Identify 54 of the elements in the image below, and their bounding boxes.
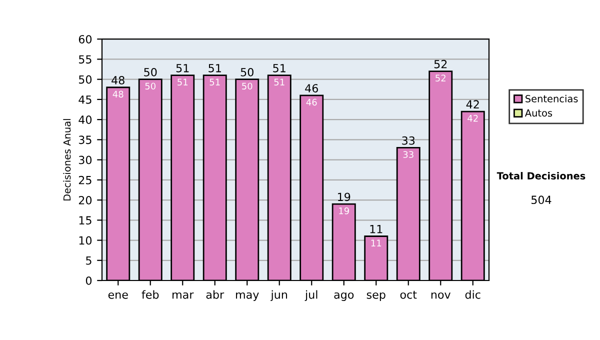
x-tick-label: mar — [172, 292, 194, 299]
data-label: 51 — [274, 78, 284, 86]
y-tick-label: 5 — [86, 256, 92, 265]
x-tick-label: ene — [108, 292, 128, 299]
data-label: 52 — [436, 74, 446, 82]
total-label: 48 — [112, 76, 124, 84]
x-tick-label: jun — [270, 290, 288, 301]
legend-label: Sentencias — [526, 94, 578, 102]
y-tick-label: 50 — [78, 75, 92, 84]
total-label: 51 — [176, 64, 189, 72]
y-tick-label: 0 — [86, 276, 92, 285]
data-label: 50 — [242, 82, 252, 90]
total-label: 52 — [434, 60, 447, 68]
total-label: 33 — [402, 136, 415, 145]
y-tick-label: 55 — [78, 55, 92, 64]
y-tick-label: 45 — [78, 96, 92, 104]
data-label: 50 — [145, 82, 156, 90]
total-label: 19 — [338, 192, 350, 202]
legend-label: Autos — [524, 109, 552, 117]
x-tick-label: abr — [206, 290, 224, 299]
y-tick-label: 30 — [78, 156, 92, 164]
text: Total Decisiones — [496, 172, 586, 180]
y-tick-label: 20 — [78, 196, 92, 204]
total-label: 50 — [240, 68, 254, 76]
x-tick-label: sep — [366, 292, 386, 301]
total-label: 51 — [208, 64, 221, 72]
total-label: 51 — [273, 64, 286, 72]
x-tick-label: nov — [431, 292, 450, 299]
y-tick-label: 10 — [79, 236, 92, 245]
total-label: 11 — [370, 225, 382, 234]
x-tick-label: ago — [334, 292, 354, 301]
total-label: 42 — [466, 100, 479, 108]
x-tick-label: jul — [304, 290, 318, 301]
y-tick-label: 40 — [78, 116, 92, 124]
data-label: 42 — [468, 114, 478, 122]
y-axis-title: Decisiones Anual — [63, 119, 71, 200]
data-label: 51 — [178, 78, 188, 86]
y-tick-label: 60 — [78, 35, 92, 44]
data-label: 51 — [210, 78, 220, 86]
data-label: 11 — [371, 240, 382, 246]
x-tick-label: may — [236, 292, 259, 301]
data-label: 48 — [112, 90, 124, 98]
x-tick-label: dic — [465, 290, 480, 299]
data-label: 33 — [403, 151, 414, 158]
data-label: 46 — [306, 98, 317, 106]
total-label: 46 — [305, 84, 318, 92]
x-tick-label: oct — [400, 290, 417, 299]
y-tick-label: 25 — [78, 176, 92, 184]
data-label: 19 — [339, 207, 349, 214]
y-tick-label: 35 — [78, 136, 92, 144]
x-tick-label: feb — [142, 290, 159, 299]
total-label: 50 — [144, 68, 157, 76]
text: 504 — [532, 196, 552, 204]
y-tick-label: 15 — [79, 216, 92, 225]
